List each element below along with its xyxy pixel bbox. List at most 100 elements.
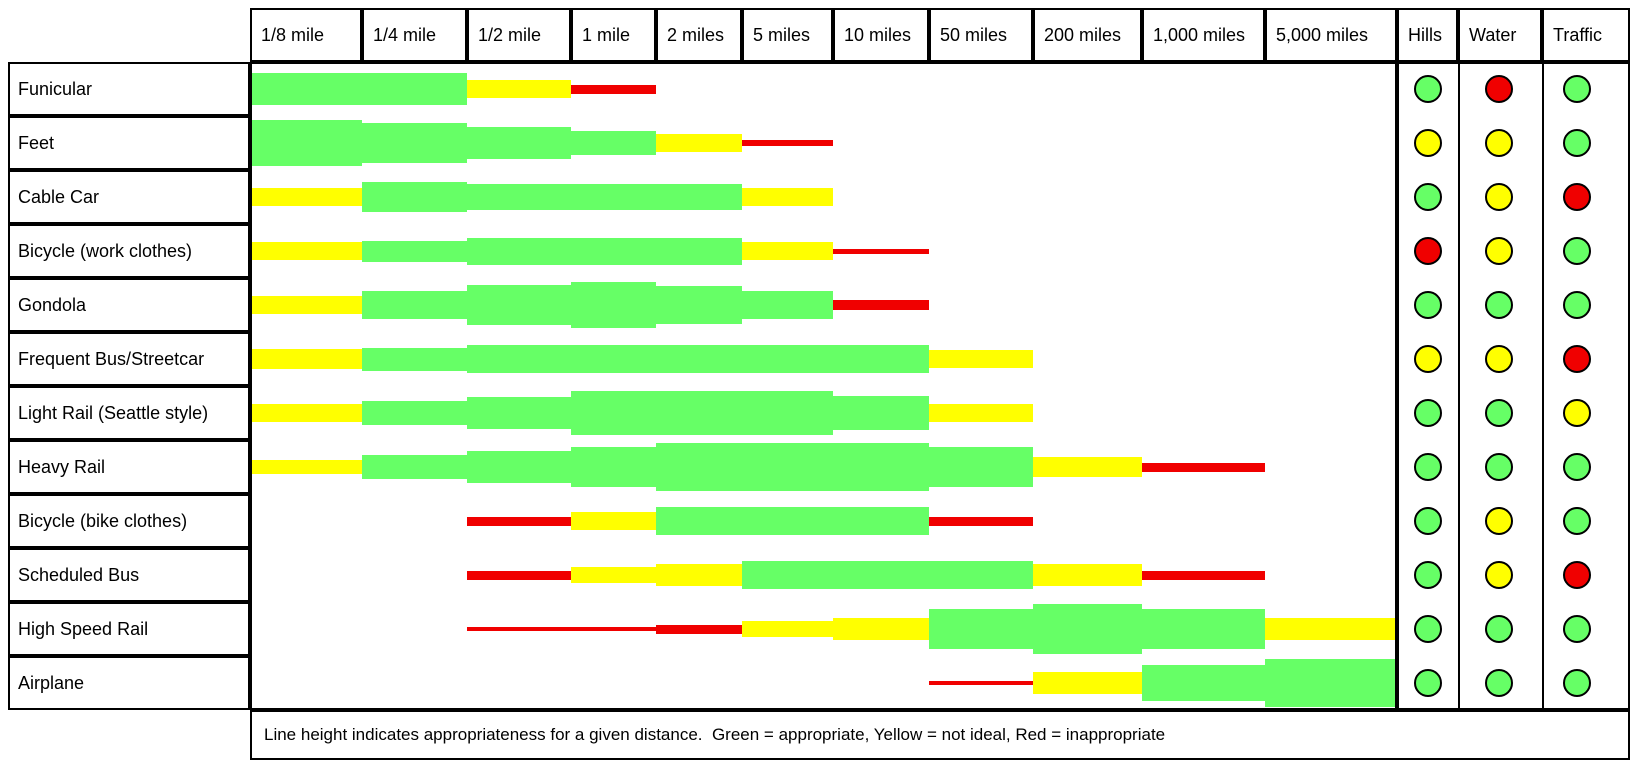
bar-segment [1033, 604, 1142, 654]
bar-segment [1033, 457, 1142, 477]
row-label: Frequent Bus/Streetcar [8, 332, 250, 386]
indicator-circle [1414, 507, 1442, 535]
indicator-circle [1485, 399, 1513, 427]
bar-segment [1142, 570, 1265, 580]
bar-segment [571, 282, 656, 328]
environment-panel-divider-1 [1458, 62, 1460, 710]
row-label: Light Rail (Seattle style) [8, 386, 250, 440]
bar-segment [250, 460, 362, 474]
bar-segment [362, 401, 467, 425]
indicator-circle [1485, 183, 1513, 211]
bar-segment [833, 248, 929, 254]
indicator-circle [1414, 669, 1442, 697]
bar-segment [571, 391, 833, 435]
bar-segment [250, 120, 362, 166]
bar-segment [571, 567, 656, 583]
indicator-circle [1485, 561, 1513, 589]
bar-segment [467, 184, 742, 210]
indicator-circle [1485, 291, 1513, 319]
bar-segment [656, 564, 742, 586]
bar-segment [467, 285, 571, 325]
bar-segment [362, 240, 467, 262]
distance-header-cell: 10 miles [833, 8, 929, 62]
indicator-circle [1563, 453, 1591, 481]
bar-segment [929, 350, 1033, 368]
bar-segment [571, 512, 656, 530]
indicator-circle [1563, 669, 1591, 697]
bar-segment [929, 609, 1033, 649]
bar-segment [742, 291, 833, 319]
indicator-circle [1414, 345, 1442, 373]
bar-segment [742, 621, 833, 637]
indicator-circle [1414, 129, 1442, 157]
legend-note: Line height indicates appropriateness fo… [264, 725, 1166, 744]
bar-segment [362, 182, 467, 212]
distance-header-cell: 5,000 miles [1265, 8, 1397, 62]
bar-segment [1033, 564, 1142, 586]
bar-segment [1142, 665, 1265, 701]
bar-segment [929, 516, 1033, 526]
bar-segment [1265, 618, 1397, 640]
indicator-circle [1563, 291, 1591, 319]
bar-segment [1265, 659, 1397, 707]
indicator-circle [1485, 669, 1513, 697]
indicator-circle [1485, 507, 1513, 535]
indicator-circle [1563, 345, 1591, 373]
row-label: Cable Car [8, 170, 250, 224]
row-label: Heavy Rail [8, 440, 250, 494]
indicator-circle [1563, 237, 1591, 265]
bar-segment [250, 296, 362, 314]
bar-segment [362, 455, 467, 479]
bar-segment [467, 80, 571, 98]
indicator-circle [1563, 75, 1591, 103]
distance-header-cell: 2 miles [656, 8, 742, 62]
bar-segment [742, 188, 833, 206]
bar-segment [1142, 609, 1265, 649]
bar-segment [833, 618, 929, 640]
bar-segment [656, 624, 742, 634]
indicator-circle [1563, 183, 1591, 211]
bar-segment [833, 396, 929, 430]
indicator-circle [1485, 237, 1513, 265]
indicator-circle [1563, 615, 1591, 643]
bar-segment [250, 73, 467, 105]
row-label: Gondola [8, 278, 250, 332]
indicator-circle [1414, 237, 1442, 265]
bar-segment [929, 447, 1033, 487]
bar-segment [656, 507, 929, 535]
indicator-circle [1414, 291, 1442, 319]
bar-segment [571, 84, 656, 94]
bar-segment [656, 286, 742, 324]
indicator-circle [1563, 129, 1591, 157]
bar-segment [250, 188, 362, 206]
bar-segment [742, 561, 1033, 589]
bar-segment [467, 570, 571, 580]
env-header-cell: Traffic [1542, 8, 1630, 62]
distance-header-cell: 1/8 mile [250, 8, 362, 62]
distance-header-cell: 1,000 miles [1142, 8, 1265, 62]
bar-segment [833, 300, 929, 310]
indicator-circle [1563, 507, 1591, 535]
indicator-circle [1414, 183, 1442, 211]
environment-panel-divider-2 [1542, 62, 1544, 710]
distance-header-cell: 5 miles [742, 8, 833, 62]
row-label: Funicular [8, 62, 250, 116]
env-header-cell: Hills [1397, 8, 1458, 62]
bar-segment [742, 140, 833, 146]
bar-segment [656, 443, 929, 491]
bar-segment [362, 347, 467, 371]
bar-segment [467, 237, 742, 265]
bar-segment [929, 404, 1033, 422]
indicator-circle [1485, 345, 1513, 373]
bar-segment [467, 516, 571, 526]
row-label: Feet [8, 116, 250, 170]
row-label: Scheduled Bus [8, 548, 250, 602]
bar-segment [467, 345, 929, 373]
bar-segment [250, 404, 362, 422]
bar-segment [362, 291, 467, 319]
environment-panel [1397, 62, 1630, 710]
indicator-circle [1485, 453, 1513, 481]
distance-header-cell: 1 mile [571, 8, 656, 62]
bar-segment [250, 242, 362, 260]
distance-header-cell: 50 miles [929, 8, 1033, 62]
